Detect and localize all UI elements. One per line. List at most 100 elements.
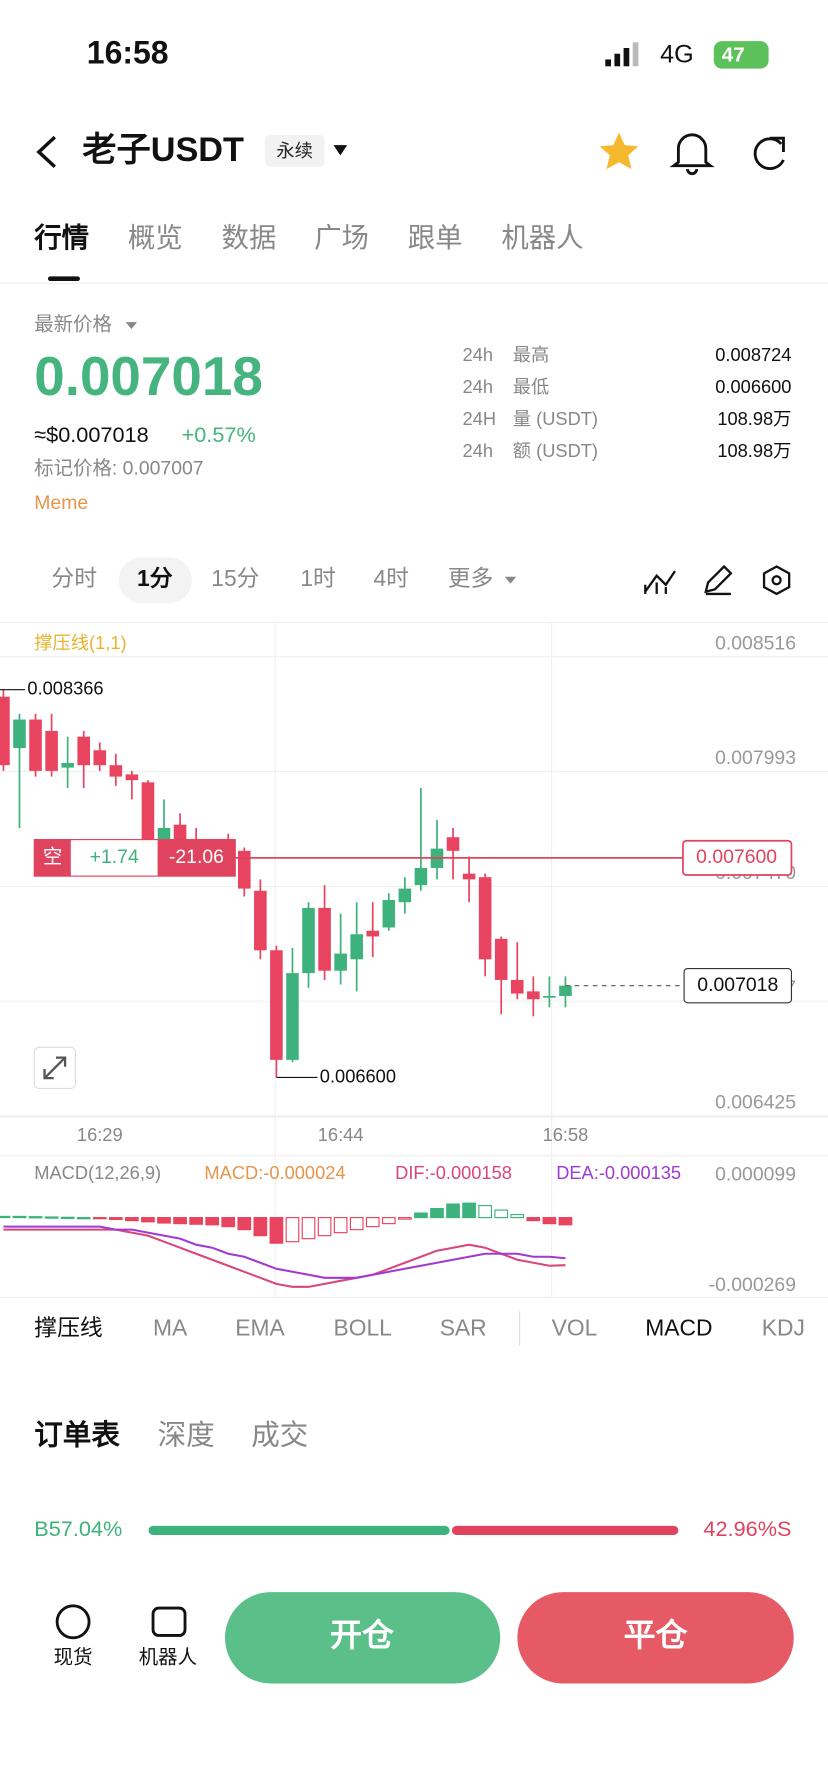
tag: Meme (34, 492, 88, 514)
indicator-tab[interactable]: MACD (645, 1314, 712, 1340)
macd-bar (333, 1217, 348, 1234)
candle-body (125, 774, 139, 781)
mark-price: 标记价格: 0.007007 (34, 458, 203, 480)
open-label[interactable]: 开仓 (330, 1617, 395, 1653)
candle-body (462, 873, 476, 880)
tab[interactable]: 机器人 (501, 222, 583, 253)
expand-icon[interactable] (43, 1056, 67, 1080)
tag-bg (264, 134, 325, 167)
alert[interactable] (669, 133, 715, 175)
macd-bar (157, 1217, 171, 1224)
candle-body (398, 888, 412, 903)
macd-bar (542, 1217, 557, 1225)
y-tick-label: 0.006425 (715, 1091, 796, 1113)
dropdown[interactable] (333, 145, 348, 156)
close-label[interactable]: 平仓 (624, 1617, 689, 1653)
orderbook-tab[interactable]: 订单表 (34, 1419, 120, 1451)
dropdown[interactable] (504, 576, 517, 584)
indicator-icon[interactable] (644, 570, 676, 594)
tab[interactable]: 广场 (314, 222, 369, 253)
macd-bar (285, 1217, 300, 1243)
macd-legend: DEA:-0.000135 (556, 1162, 681, 1183)
y-tick-label: 0.008516 (715, 632, 796, 654)
last-price-tag: 0.007018 (697, 974, 778, 996)
x-tick-label: 16:58 (543, 1124, 589, 1145)
last-price-box (683, 967, 793, 1004)
candle-body (13, 719, 26, 749)
macd-bar (494, 1209, 509, 1219)
y-tick-label: 0.007993 (715, 747, 796, 769)
tab[interactable]: 行情 (33, 222, 89, 253)
candle-body (382, 900, 396, 928)
macd-bar (381, 1217, 396, 1225)
macd-bar (76, 1217, 91, 1220)
open-button[interactable] (224, 1592, 501, 1684)
x-tick-label: 16:44 (318, 1124, 364, 1145)
bot-label[interactable]: 机器人 (139, 1646, 197, 1668)
pair-title[interactable]: 老子USDT (82, 131, 244, 169)
indicator-tab[interactable]: VOL (552, 1314, 598, 1340)
tab[interactable]: 跟单 (408, 222, 463, 253)
position-price: 0.007600 (696, 846, 777, 868)
position-pnl: +1.74 (90, 846, 139, 868)
interval[interactable]: 1时 (300, 565, 336, 591)
indicator-tab[interactable]: BOLL (333, 1314, 391, 1340)
orderbook-tab[interactable]: 成交 (251, 1419, 308, 1451)
stat-value: 108.98万 (717, 440, 791, 461)
spot-label[interactable]: 现货 (54, 1646, 93, 1668)
candle-body (61, 763, 74, 768)
favorite[interactable] (599, 132, 639, 170)
macd-bar (414, 1212, 428, 1219)
buy-bar (148, 1525, 450, 1535)
last-price: 0.007018 (34, 345, 263, 407)
sell-bar (451, 1525, 679, 1535)
candle-body (286, 973, 299, 1060)
macd-legend: MACD:-0.000024 (204, 1162, 345, 1183)
interval[interactable]: 15分 (211, 565, 259, 591)
indicator-tab[interactable]: EMA (235, 1314, 285, 1340)
settings-icon[interactable] (771, 575, 782, 586)
status-time: 16:58 (87, 34, 169, 70)
draw-icon[interactable] (704, 564, 733, 596)
indicator-tab[interactable]: SAR (440, 1314, 487, 1340)
candle-body (0, 696, 10, 766)
position-qty: -21.06 (169, 846, 224, 868)
macd-bar (398, 1217, 412, 1220)
candle-body (494, 938, 508, 980)
orderbook-tab[interactable]: 深度 (158, 1419, 215, 1451)
dropdown[interactable] (125, 322, 138, 329)
network: 4G (660, 41, 694, 69)
bot-icon[interactable] (151, 1606, 187, 1637)
close-button[interactable] (517, 1592, 794, 1684)
tab[interactable]: 概览 (128, 222, 183, 253)
back-button[interactable] (36, 135, 56, 169)
candle-body (446, 837, 460, 851)
settings-icon[interactable] (762, 565, 791, 596)
candle-body (109, 765, 123, 777)
interval[interactable]: 1分 (137, 565, 173, 591)
indicator-tab[interactable]: MA (153, 1314, 188, 1340)
macd-bar (558, 1217, 573, 1226)
battery-level: 47 (722, 43, 745, 66)
share[interactable] (753, 136, 785, 170)
usd-price: ≈$0.007018 (34, 422, 148, 447)
candle-body (45, 730, 58, 771)
interval[interactable]: 分时 (51, 565, 97, 591)
tab[interactable]: 数据 (222, 222, 277, 253)
battery (713, 41, 769, 69)
macd-line (3, 1225, 566, 1279)
sell-ratio: 42.96%S (703, 1516, 791, 1541)
x-tick-label: 16:29 (77, 1124, 123, 1145)
interval[interactable]: 更多 (448, 565, 494, 591)
candle-body (77, 736, 90, 766)
interval[interactable]: 4时 (373, 565, 409, 591)
indicator-tab[interactable]: 撑压线 (34, 1314, 102, 1340)
macd-title: MACD(12,26,9) (34, 1162, 161, 1183)
candle-body (141, 782, 155, 840)
indicator-tab[interactable]: KDJ (762, 1314, 805, 1340)
spot-icon[interactable] (55, 1604, 91, 1640)
macd-bar (28, 1216, 43, 1219)
